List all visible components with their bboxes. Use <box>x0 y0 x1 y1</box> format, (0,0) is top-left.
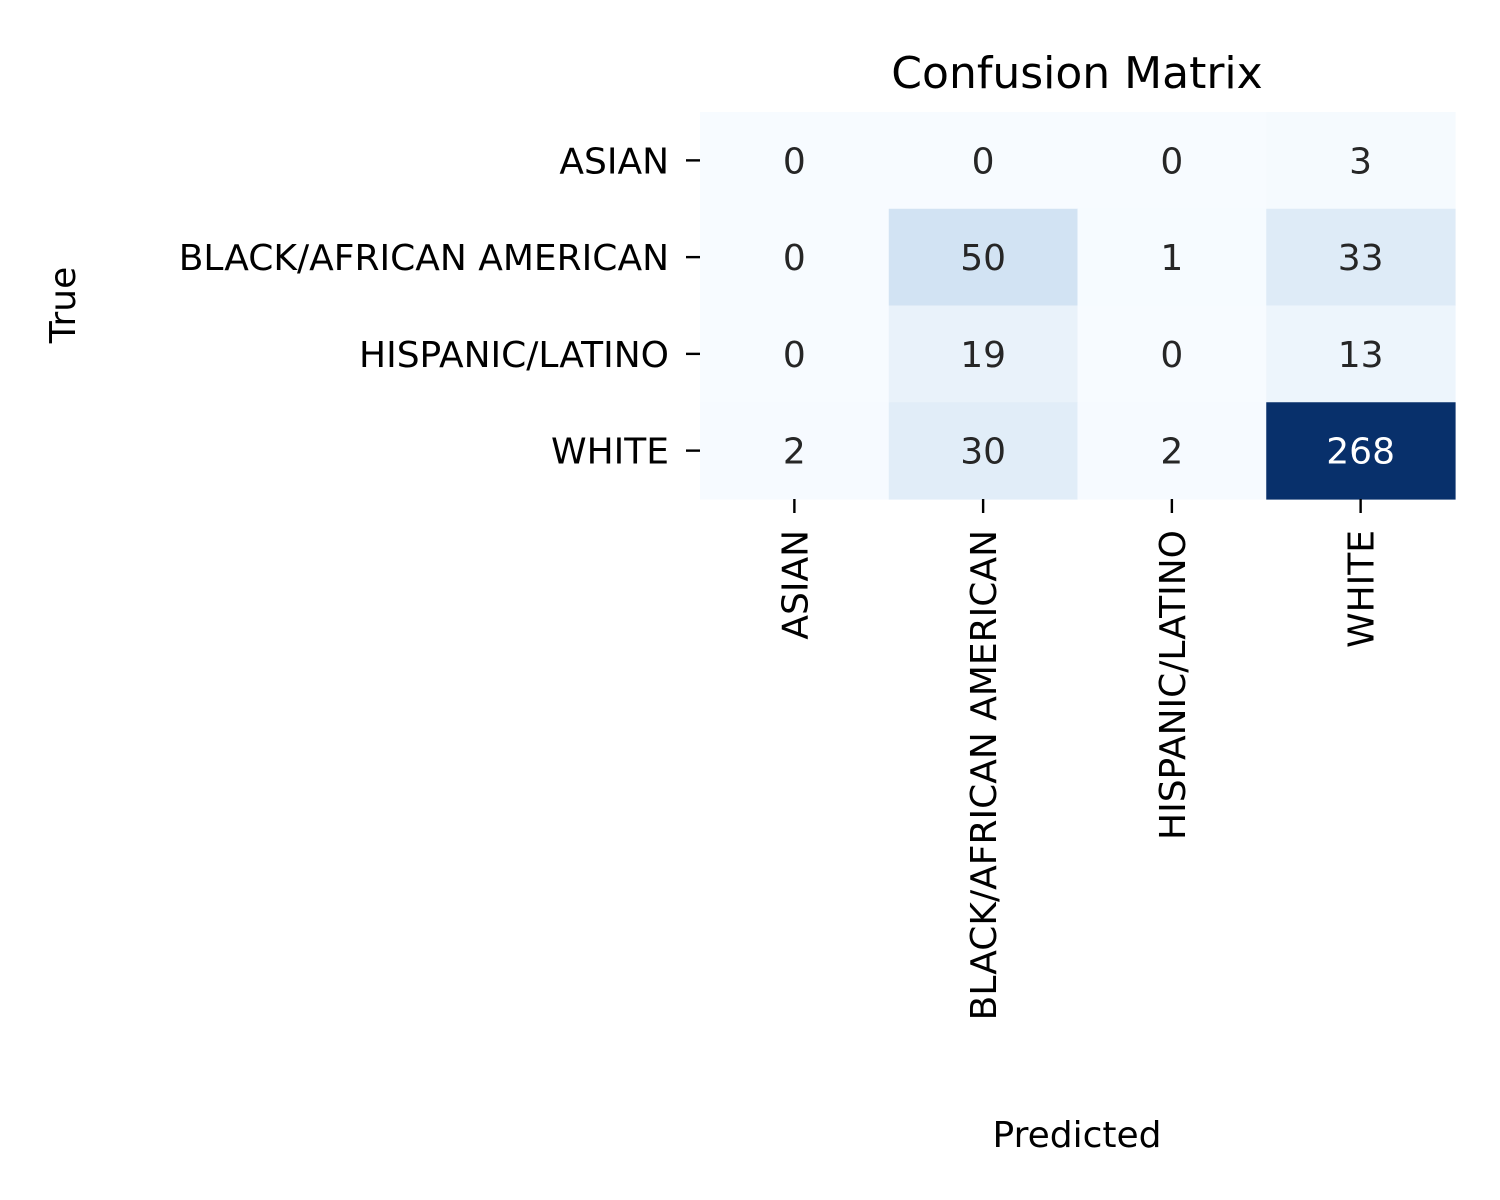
cell-value-label: 0 <box>783 141 806 182</box>
cell-value-label: 0 <box>783 238 806 279</box>
x-axis-label: Predicted <box>993 1115 1162 1156</box>
heatmap-cell <box>888 305 1079 403</box>
x-tick-label: WHITE <box>1342 530 1383 648</box>
x-tick-label: BLACK/AFRICAN AMERICAN <box>964 530 1005 1020</box>
heatmap-cell <box>1266 208 1456 307</box>
cell-value-label: 3 <box>1349 141 1372 182</box>
y-tick-label: ASIAN <box>559 141 669 182</box>
cell-value-label: 30 <box>960 432 1006 473</box>
heatmap-cell <box>700 402 890 500</box>
heatmap-cells: 0 0 0 30 50 1 330 19 0 132 30 2 268 <box>700 112 1456 500</box>
y-tick-label: WHITE <box>551 432 669 473</box>
heatmap-cell <box>1266 305 1456 403</box>
heatmap-cell <box>1266 112 1456 210</box>
cell-value-label: 0 <box>1160 141 1183 182</box>
heatmap-cell <box>700 112 890 210</box>
x-tick-label: HISPANIC/LATINO <box>1153 530 1194 840</box>
cell-value-label: 50 <box>960 238 1006 279</box>
heatmap-cell <box>888 402 1079 500</box>
cell-value-label: 2 <box>1160 432 1183 473</box>
heatmap-cell <box>1077 305 1267 403</box>
cell-value-label: 0 <box>1160 335 1183 376</box>
x-axis-ticks: ASIAN BLACK/AFRICAN AMERICAN HISPANIC/LATI… <box>775 499 1383 1020</box>
y-axis-label: True <box>43 267 84 344</box>
heatmap-cell <box>1077 208 1267 307</box>
heatmap-cell <box>1266 402 1456 500</box>
cell-value-label: 268 <box>1326 432 1395 473</box>
chart-title: Confusion Matrix <box>891 48 1262 99</box>
cell-value-label: 0 <box>783 335 806 376</box>
cell-value-label: 33 <box>1338 238 1384 279</box>
y-tick-label: BLACK/AFRICAN AMERICAN <box>179 238 669 279</box>
cell-value-label: 0 <box>972 141 995 182</box>
cell-value-label: 1 <box>1160 238 1183 279</box>
cell-value-label: 19 <box>960 335 1006 376</box>
heatmap-cell <box>888 208 1079 307</box>
heatmap-cell <box>1077 402 1267 500</box>
y-tick-label: HISPANIC/LATINO <box>359 335 669 376</box>
y-axis-ticks: ASIAN BLACK/AFRICAN AMERICAN HISPANIC/LATI… <box>179 141 700 473</box>
cell-value-label: 2 <box>783 432 806 473</box>
x-tick-label: ASIAN <box>775 530 816 640</box>
heatmap-cell <box>1077 112 1267 210</box>
heatmap-cell <box>888 112 1079 210</box>
heatmap-cell <box>700 305 890 403</box>
cell-value-label: 13 <box>1338 335 1384 376</box>
heatmap-cell <box>700 208 890 307</box>
